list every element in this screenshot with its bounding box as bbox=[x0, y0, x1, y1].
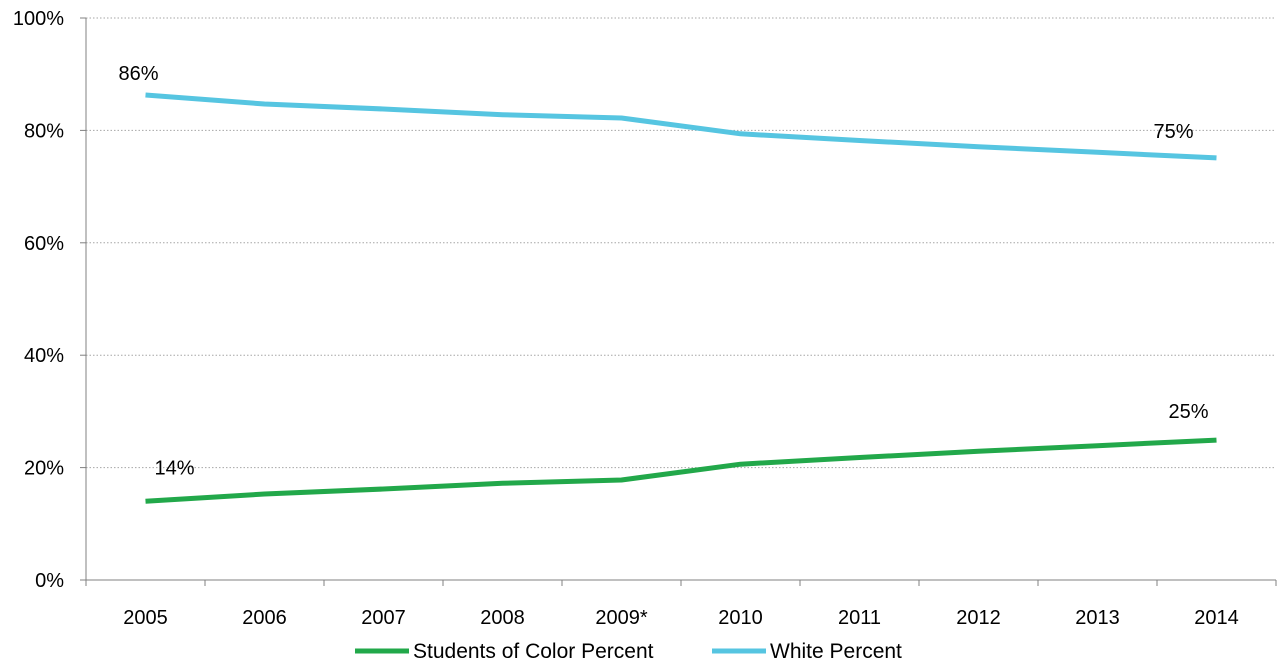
y-tick-label: 60% bbox=[24, 233, 64, 255]
x-tick-label: 2005 bbox=[123, 607, 168, 629]
x-tick-label: 2013 bbox=[1075, 607, 1120, 629]
x-tick-label: 2010 bbox=[718, 607, 763, 629]
legend-label: Students of Color Percent bbox=[413, 640, 654, 663]
x-tick-label: 2006 bbox=[242, 607, 287, 629]
data-label: 86% bbox=[118, 63, 158, 85]
y-tick-label: 20% bbox=[24, 458, 64, 480]
data-labels: 14% 25% 86% 75% bbox=[118, 63, 1208, 479]
y-tick-label: 0% bbox=[35, 570, 64, 592]
legend-label: White Percent bbox=[770, 640, 902, 663]
x-tick-label: 2014 bbox=[1194, 607, 1239, 629]
x-tick-label: 2008 bbox=[480, 607, 525, 629]
legend: Students of Color Percent White Percent bbox=[355, 640, 902, 663]
x-tick-label: 2012 bbox=[956, 607, 1001, 629]
data-label: 25% bbox=[1168, 401, 1208, 423]
series-lines bbox=[145, 92, 1217, 504]
data-label: 75% bbox=[1153, 121, 1193, 143]
y-tick-label: 100% bbox=[13, 8, 64, 30]
y-tick-label: 80% bbox=[24, 120, 64, 142]
y-tick-label: 40% bbox=[24, 345, 64, 367]
series-line-white bbox=[145, 92, 1217, 161]
x-tick-label: 2011 bbox=[838, 607, 881, 629]
data-label: 14% bbox=[154, 457, 194, 479]
x-tick-label: 2007 bbox=[361, 607, 406, 629]
gridlines bbox=[86, 17, 1276, 469]
x-tick-label: 2009* bbox=[595, 607, 647, 629]
series-line-students-of-color bbox=[145, 437, 1217, 504]
axes: 0% 20% 40% 60% 80% 100% 2005 2006 2007 2008 2009* 2… bbox=[13, 8, 1277, 629]
